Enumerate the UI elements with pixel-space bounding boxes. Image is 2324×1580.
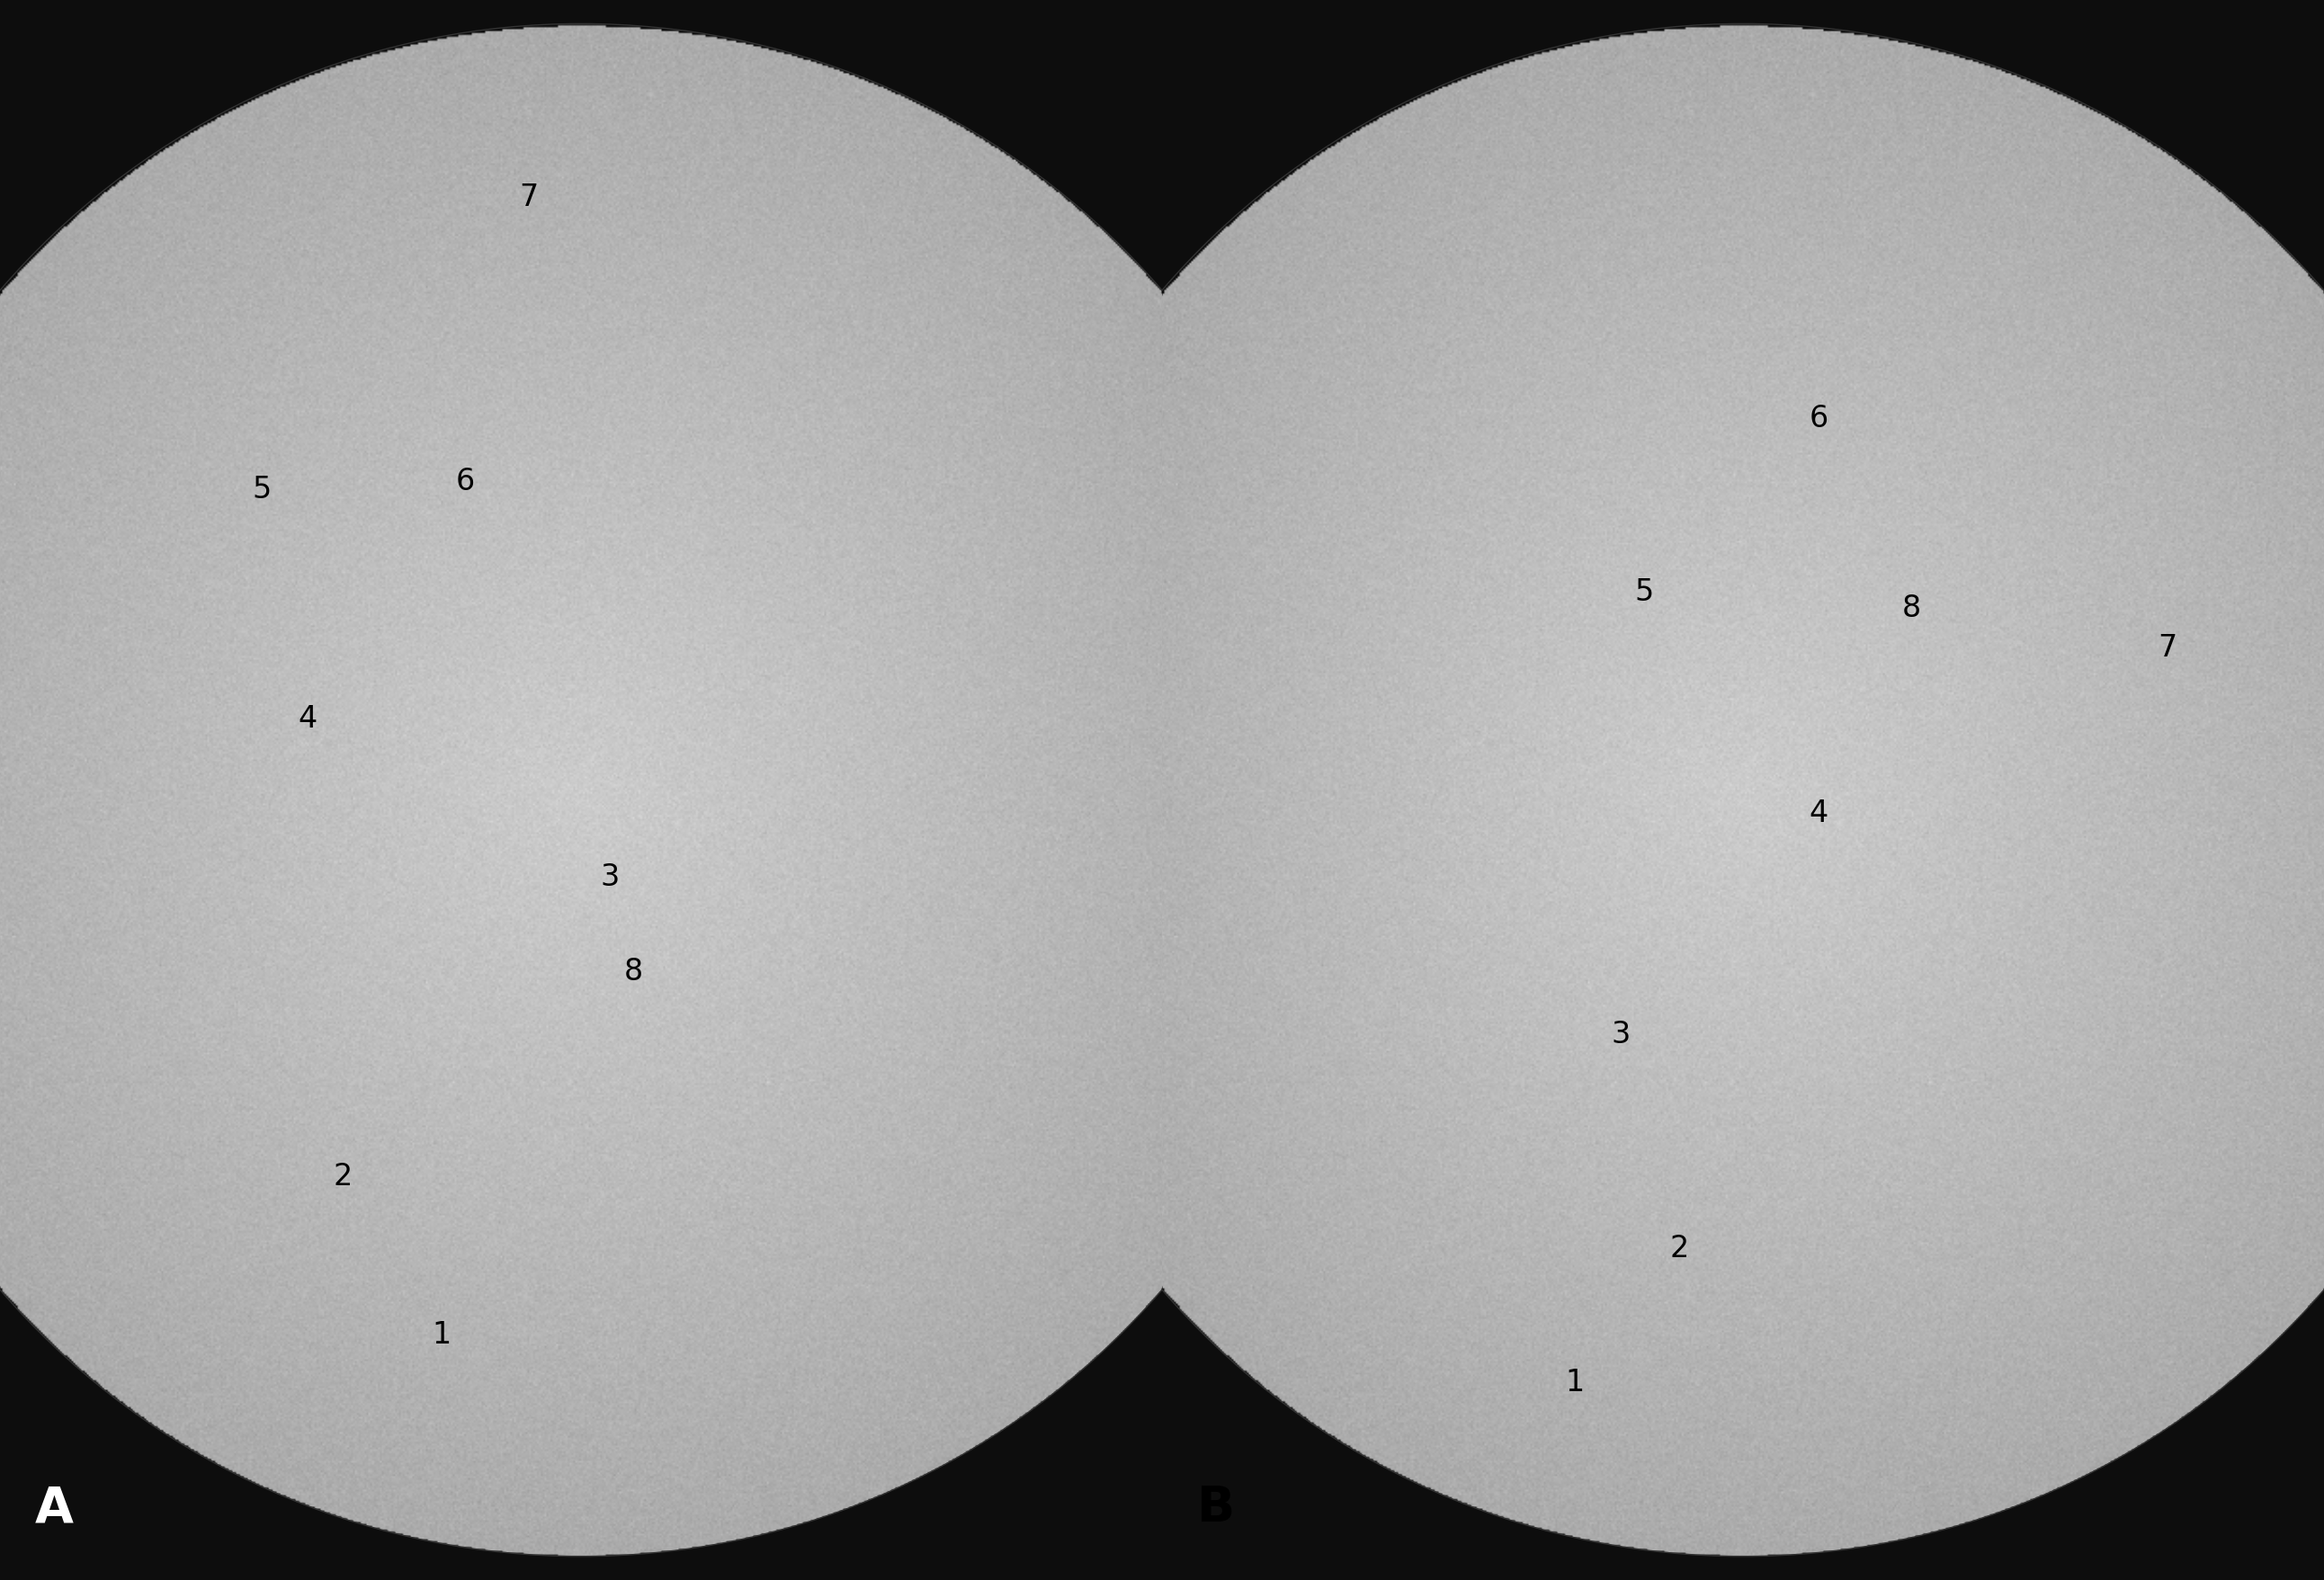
Text: 8: 8: [1901, 594, 1922, 623]
Text: 1: 1: [1564, 1368, 1585, 1397]
Text: 6: 6: [1808, 404, 1829, 433]
Text: 8: 8: [623, 957, 644, 986]
Text: 4: 4: [1808, 799, 1829, 828]
Text: 5: 5: [251, 476, 272, 504]
Text: A: A: [35, 1484, 74, 1533]
Text: 7: 7: [518, 183, 539, 212]
Text: 4: 4: [297, 705, 318, 733]
Text: 3: 3: [1611, 1021, 1631, 1049]
Text: 7: 7: [2157, 634, 2178, 662]
Text: 1: 1: [432, 1321, 451, 1349]
Text: 5: 5: [1634, 578, 1655, 607]
Text: 2: 2: [332, 1163, 353, 1191]
Text: 6: 6: [456, 468, 474, 496]
Text: 3: 3: [600, 863, 621, 891]
Text: B: B: [1197, 1484, 1234, 1533]
Text: 2: 2: [1669, 1234, 1690, 1262]
